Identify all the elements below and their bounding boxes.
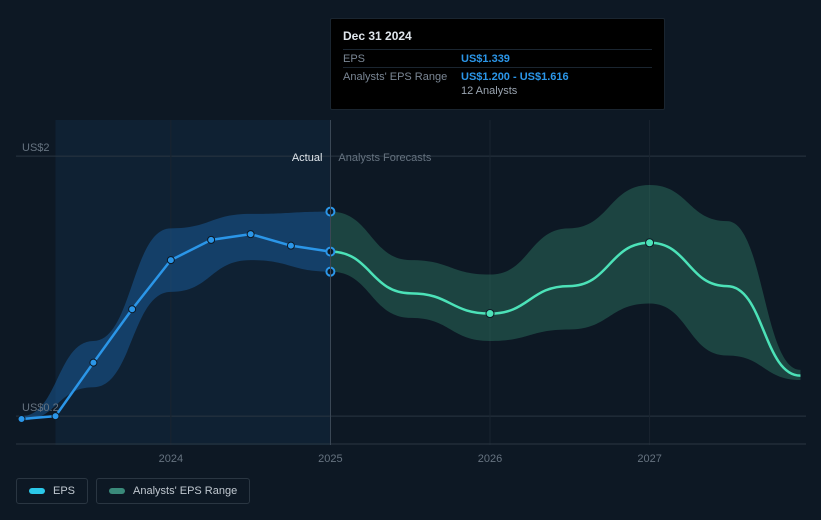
section-label-actual: Actual	[292, 152, 323, 164]
legend-dot-range	[109, 488, 125, 494]
chart-plot	[16, 120, 806, 445]
x-tick-label: 2024	[159, 453, 183, 465]
eps-chart[interactable]: 2024202520262027 US$2US$0.2 ActualAnalys…	[16, 120, 806, 445]
x-tick-label: 2026	[478, 453, 502, 465]
y-tick-label: US$2	[22, 142, 50, 154]
tooltip-range-key: Analysts' EPS Range	[343, 71, 461, 83]
tooltip-range-val: US$1.200 - US$1.616	[461, 71, 569, 83]
tooltip-row-eps: EPS US$1.339	[343, 49, 652, 67]
x-tick-label: 2025	[318, 453, 342, 465]
tooltip-eps-key: EPS	[343, 53, 461, 65]
legend-item-eps[interactable]: EPS	[16, 478, 88, 504]
y-tick-label: US$0.2	[22, 402, 59, 414]
legend-item-range[interactable]: Analysts' EPS Range	[96, 478, 250, 504]
x-tick-label: 2027	[637, 453, 661, 465]
section-label-forecast: Analysts Forecasts	[338, 152, 431, 164]
legend-label-eps: EPS	[53, 485, 75, 497]
legend: EPS Analysts' EPS Range	[16, 478, 250, 504]
tooltip-date: Dec 31 2024	[343, 29, 652, 43]
tooltip: Dec 31 2024 EPS US$1.339 Analysts' EPS R…	[330, 18, 665, 110]
tooltip-eps-val: US$1.339	[461, 53, 510, 65]
tooltip-row-range: Analysts' EPS Range US$1.200 - US$1.616	[343, 67, 652, 85]
tooltip-analysts: 12 Analysts	[461, 85, 652, 99]
actual-forecast-divider	[330, 120, 331, 445]
legend-label-range: Analysts' EPS Range	[133, 485, 237, 497]
legend-dot-eps	[29, 488, 45, 494]
